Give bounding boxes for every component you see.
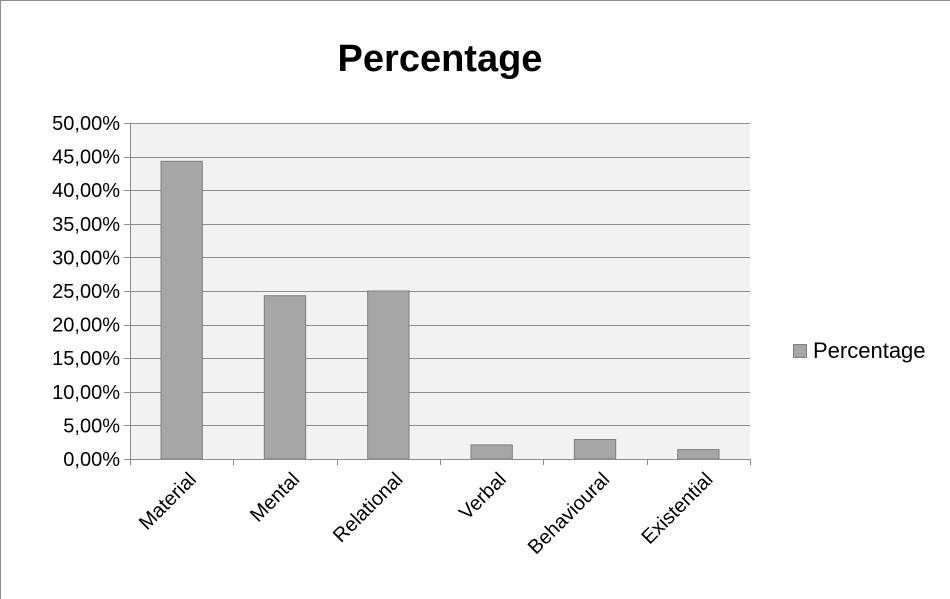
y-tick-label: 45,00% <box>52 147 120 169</box>
legend-swatch <box>793 344 807 358</box>
bar-existential <box>677 449 720 460</box>
y-tick-label: 50,00% <box>52 113 120 135</box>
x-tick-label-material: Material <box>135 469 201 535</box>
x-tick-label-relational: Relational <box>329 469 407 547</box>
bar-material <box>160 160 203 460</box>
y-tick-label: 40,00% <box>52 180 120 202</box>
y-tick-label: 25,00% <box>52 281 120 303</box>
x-tick-label-existential: Existential <box>637 469 717 549</box>
axes <box>124 123 751 465</box>
bar-relational <box>367 290 410 460</box>
x-tick-labels: Material Mental Relational Verbal Behavioura… <box>135 469 718 559</box>
legend: Percentage <box>793 338 926 364</box>
chart-title: Percentage <box>337 38 543 80</box>
y-tick-label: 15,00% <box>52 348 120 370</box>
y-tick-label: 0,00% <box>63 449 120 471</box>
y-tick-labels: 0,00% 5,00% 10,00% 15,00% 20,00% 25,00% 30,00%… <box>52 113 120 471</box>
x-tick-label-behavioural: Behavioural <box>524 469 614 559</box>
y-tick-label: 5,00% <box>63 415 120 437</box>
y-tick-label: 35,00% <box>52 214 120 236</box>
x-tick-label-mental: Mental <box>246 469 304 527</box>
bar-verbal <box>470 444 513 460</box>
bar-behavioural <box>573 439 617 460</box>
y-tick-label: 20,00% <box>52 315 120 337</box>
bar-mental <box>263 295 307 460</box>
bars <box>160 160 720 460</box>
y-tick-label: 30,00% <box>52 247 120 269</box>
y-tick-label: 10,00% <box>52 382 120 404</box>
legend-label: Percentage <box>813 338 926 363</box>
x-tick-label-verbal: Verbal <box>455 469 511 525</box>
